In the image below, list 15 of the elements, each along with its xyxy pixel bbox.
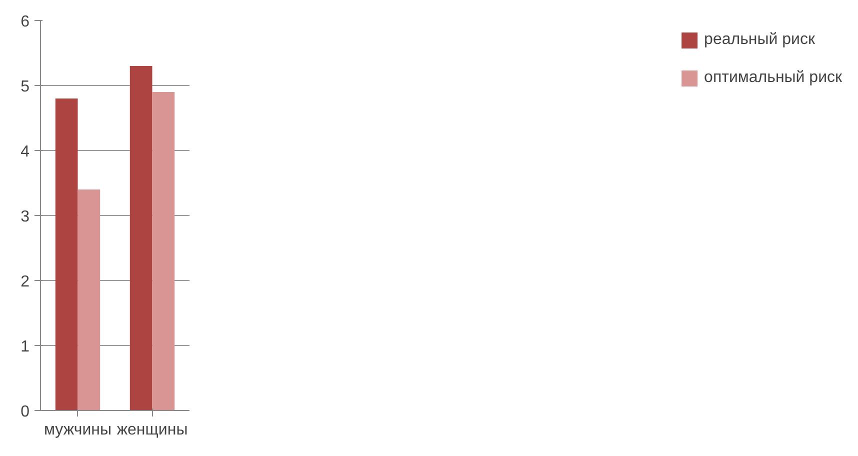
x-tick-label: женщины: [116, 422, 188, 438]
y-tick-label: 6: [20, 14, 30, 30]
bar: [152, 92, 175, 410]
bar: [130, 66, 152, 410]
y-tick-label: 1: [20, 338, 30, 356]
x-tick-label: мужчины: [44, 422, 112, 438]
bar: [78, 190, 100, 410]
legend-label: оптимальный риск: [704, 69, 842, 87]
y-tick-label: 2: [20, 274, 30, 290]
y-tick-label: 5: [20, 78, 30, 96]
bar: [55, 98, 78, 410]
y-tick-label: 0: [20, 404, 30, 420]
y-tick-label: 3: [20, 208, 30, 226]
legend-label: реальный риск: [704, 31, 815, 49]
y-tick-label: 4: [20, 144, 30, 160]
